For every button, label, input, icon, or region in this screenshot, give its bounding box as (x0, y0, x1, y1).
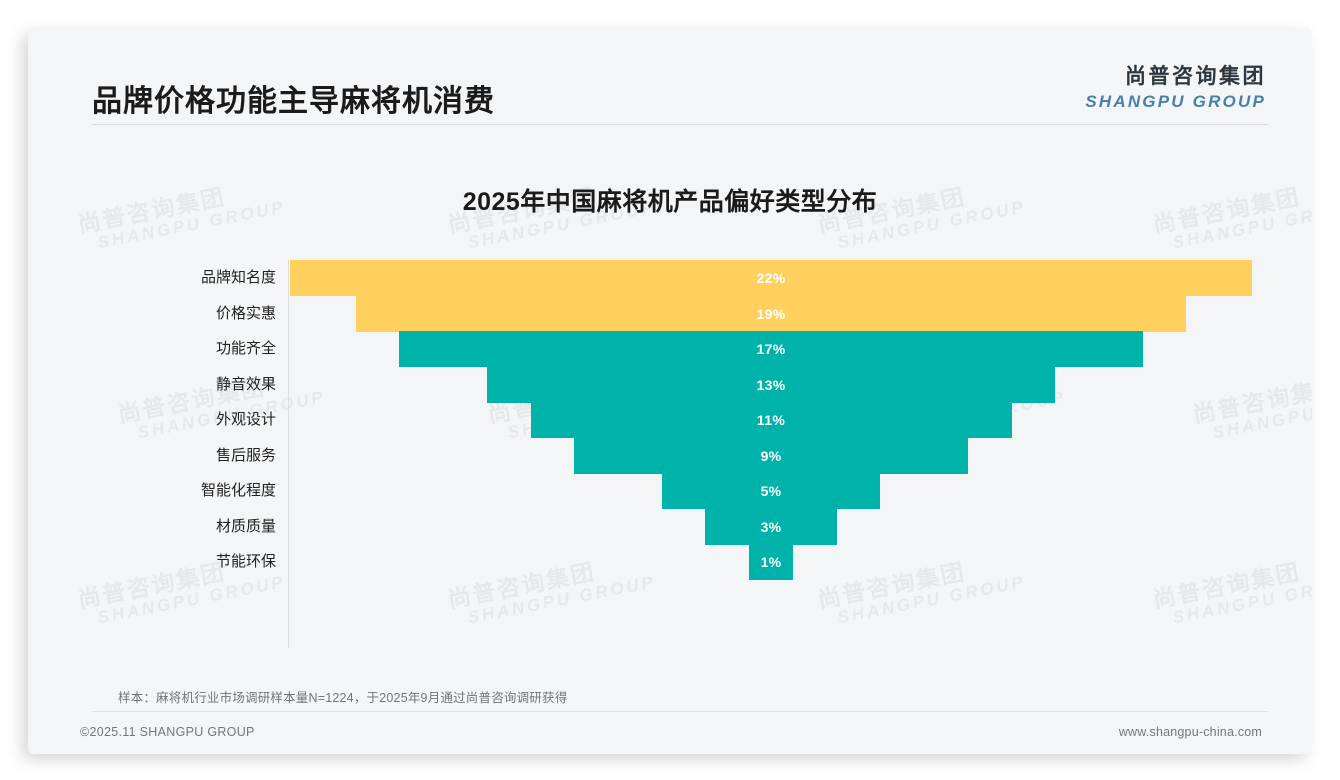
chart-category-label: 价格实惠 (215, 304, 276, 322)
chart-bar-row: 材质质量 3% (28, 508, 1312, 545)
chart-bar-row: 功能齐全 17% (28, 331, 1312, 367)
slide-footer: ©2025.11 SHANGPU GROUP www.shangpu-china… (28, 712, 1312, 754)
chart-bar[interactable]: 9% (574, 437, 968, 474)
chart-bar-value: 22% (756, 270, 786, 286)
chart-bar-row: 外观设计 11% (28, 402, 1312, 438)
chart-bar[interactable]: 11% (530, 402, 1012, 438)
chart-bar-track: 9% (290, 437, 1252, 474)
chart-bar-track: 11% (290, 402, 1252, 438)
footer-divider (92, 711, 1268, 712)
header-divider (92, 124, 1268, 125)
chart-axis-line (288, 260, 289, 648)
chart-bar-row: 售后服务 9% (28, 437, 1312, 474)
website-link[interactable]: www.shangpu-china.com (1118, 725, 1262, 739)
page-title: 品牌价格功能主导麻将机消费 (92, 85, 495, 118)
chart-bar[interactable]: 19% (355, 295, 1187, 332)
chart-bar-track: 17% (290, 331, 1252, 367)
chart-bar-row: 智能化程度 5% (28, 473, 1312, 509)
chart-bar-value: 5% (760, 483, 782, 499)
brand-logo-cn: 尚普咨询集团 (1125, 65, 1266, 88)
chart-category-label: 品牌知名度 (200, 269, 276, 286)
slide-card: 尚普咨询集团 SHANGPU GROUP 尚普咨询集团 SHANGPU GROUP 尚普… (28, 28, 1312, 754)
chart-bar-track: 13% (290, 366, 1252, 403)
chart-bar-track: 3% (290, 508, 1252, 545)
chart-bar-row: 静音效果 13% (28, 366, 1312, 403)
chart-bar-track: 22% (290, 260, 1252, 296)
chart-area: 2025年中国麻将机产品偏好类型分布 品牌知名度 22% 价格实惠 19% 功能齐全 17… (28, 130, 1312, 660)
chart-category-label: 材质质量 (215, 517, 276, 535)
chart-bar-row: 价格实惠 19% (28, 295, 1312, 332)
chart-bar-track: 1% (290, 544, 1252, 580)
chart-bar[interactable]: 3% (705, 508, 837, 545)
chart-bar-value: 11% (756, 412, 786, 428)
chart-bar-row: 品牌知名度 22% (28, 260, 1312, 296)
chart-category-label: 节能环保 (215, 553, 276, 570)
slide-header: 品牌价格功能主导麻将机消费 尚普咨询集团 SHANGPU GROUP (28, 28, 1312, 130)
chart-bar-track: 5% (290, 473, 1252, 509)
chart-bar-track: 19% (290, 295, 1252, 332)
chart-bar[interactable]: 5% (661, 473, 881, 509)
chart-bar-value: 9% (760, 447, 782, 464)
chart-bar-value: 19% (756, 305, 786, 322)
chart-plot: 品牌知名度 22% 价格实惠 19% 功能齐全 17% 静音效果 13% 外观设计 11% 售后服务… (28, 260, 1312, 650)
chart-bar-value: 13% (756, 376, 786, 393)
brand-logo-en: SHANGPU GROUP (1085, 92, 1266, 111)
chart-bar-value: 1% (760, 554, 782, 570)
chart-bar[interactable]: 22% (290, 260, 1252, 296)
brand-logo: 尚普咨询集团 SHANGPU GROUP (1085, 60, 1266, 112)
chart-title: 2025年中国麻将机产品偏好类型分布 (462, 188, 878, 216)
chart-bar-row: 节能环保 1% (28, 544, 1312, 580)
chart-category-label: 售后服务 (215, 446, 276, 464)
chart-category-label: 静音效果 (215, 375, 276, 393)
chart-category-label: 外观设计 (215, 411, 276, 428)
chart-bar[interactable]: 17% (399, 331, 1143, 367)
chart-category-label: 功能齐全 (215, 340, 276, 357)
copyright-text: ©2025.11 SHANGPU GROUP (80, 725, 255, 739)
chart-bar[interactable]: 1% (749, 544, 793, 580)
source-note: 样本：麻将机行业市场调研样本量N=1224，于2025年9月通过尚普咨询调研获得 (118, 691, 568, 705)
chart-category-label: 智能化程度 (200, 482, 276, 499)
chart-bar[interactable]: 13% (486, 366, 1056, 403)
chart-bar-value: 3% (760, 518, 782, 535)
chart-bar-value: 17% (756, 341, 786, 357)
